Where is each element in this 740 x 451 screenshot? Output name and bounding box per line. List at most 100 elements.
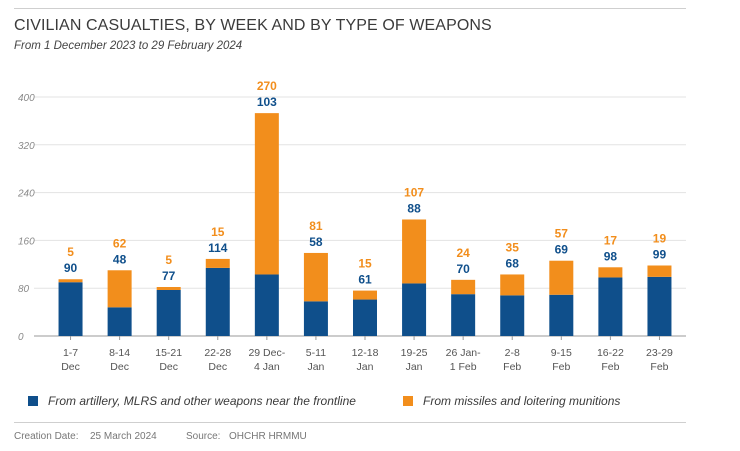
data-label-artillery: 69 bbox=[555, 243, 569, 257]
bar-artillery bbox=[254, 274, 279, 336]
legend-item-missiles: From missiles and loitering munitions bbox=[403, 394, 620, 408]
x-tick-label: 15-21 bbox=[155, 347, 182, 359]
creation-date-value: 25 March 2024 bbox=[90, 431, 157, 442]
data-label-missiles: 270 bbox=[257, 79, 277, 93]
bar-artillery bbox=[303, 301, 328, 336]
x-tick-label: 1-7 bbox=[63, 347, 78, 359]
x-tick-label: 2-8 bbox=[505, 347, 520, 359]
x-tick-label: Dec bbox=[110, 361, 129, 373]
data-label-artillery: 77 bbox=[162, 269, 176, 283]
x-tick-label: 16-22 bbox=[597, 347, 624, 359]
x-tick-label: 8-14 bbox=[109, 347, 130, 359]
x-tick-label: 5-11 bbox=[306, 347, 326, 359]
legend-item-artillery: From artillery, MLRS and other weapons n… bbox=[28, 394, 356, 408]
bar-artillery bbox=[402, 283, 427, 336]
x-tick-label: Dec bbox=[159, 361, 178, 373]
x-tick-label: Jan bbox=[307, 361, 324, 373]
data-label-artillery: 103 bbox=[257, 95, 277, 109]
bar-artillery bbox=[205, 267, 230, 336]
bar-missiles bbox=[205, 258, 230, 268]
bar-artillery bbox=[451, 294, 476, 336]
y-tick-label: 240 bbox=[17, 189, 35, 200]
bar-missiles bbox=[402, 219, 427, 284]
data-label-missiles: 5 bbox=[67, 245, 74, 259]
x-tick-label: 1 Feb bbox=[450, 361, 477, 373]
bar-missiles bbox=[156, 287, 181, 290]
bar-missiles bbox=[500, 274, 525, 296]
x-tick-label: Feb bbox=[552, 361, 570, 373]
data-label-missiles: 107 bbox=[404, 185, 424, 199]
data-label-missiles: 19 bbox=[653, 231, 667, 245]
bar-artillery bbox=[353, 299, 377, 336]
bar-missiles bbox=[254, 113, 279, 275]
x-tick-label: 26 Jan- bbox=[446, 347, 482, 359]
y-tick-label: 320 bbox=[18, 141, 35, 152]
x-tick-label: Feb bbox=[601, 361, 619, 373]
chart-title: CIVILIAN CASUALTIES, BY WEEK AND BY TYPE… bbox=[14, 17, 492, 34]
y-tick-label: 80 bbox=[18, 284, 30, 295]
source-value: OHCHR HRMMU bbox=[229, 431, 307, 442]
data-label-missiles: 81 bbox=[309, 219, 323, 233]
bar-artillery bbox=[598, 277, 623, 336]
data-label-missiles: 15 bbox=[211, 225, 225, 239]
source-label: Source: bbox=[186, 431, 221, 442]
x-tick-label: 12-18 bbox=[352, 347, 379, 359]
data-label-artillery: 90 bbox=[64, 261, 78, 275]
x-tick-label: Dec bbox=[61, 361, 80, 373]
data-label-missiles: 35 bbox=[506, 240, 520, 254]
bar-missiles bbox=[58, 279, 83, 283]
bar-artillery bbox=[549, 294, 574, 336]
x-tick-label: 23-29 bbox=[646, 347, 673, 359]
chart-subtitle: From 1 December 2023 to 29 February 2024 bbox=[14, 40, 243, 52]
data-label-missiles: 5 bbox=[165, 253, 172, 267]
x-tick-label: Jan bbox=[406, 361, 423, 373]
legend-swatch-missiles bbox=[403, 396, 413, 406]
bar-artillery bbox=[647, 276, 672, 336]
data-label-artillery: 99 bbox=[653, 247, 667, 261]
data-label-artillery: 58 bbox=[309, 235, 323, 249]
x-tick-label: Feb bbox=[650, 361, 668, 373]
data-label-missiles: 15 bbox=[358, 257, 372, 271]
legend-label-artillery: From artillery, MLRS and other weapons n… bbox=[48, 394, 356, 408]
data-label-artillery: 48 bbox=[113, 252, 127, 266]
bar-artillery bbox=[156, 289, 181, 336]
legend-swatch-artillery bbox=[28, 396, 38, 406]
bar-artillery bbox=[500, 295, 525, 336]
x-tick-label: Dec bbox=[208, 361, 227, 373]
data-label-missiles: 62 bbox=[113, 236, 127, 250]
y-tick-label: 400 bbox=[18, 93, 35, 104]
bar-missiles bbox=[549, 260, 574, 295]
x-tick-label: 29 Dec- bbox=[248, 347, 285, 359]
bar-missiles bbox=[353, 290, 377, 300]
bar-missiles bbox=[107, 270, 132, 308]
y-tick-label: 0 bbox=[18, 332, 24, 343]
bar-missiles bbox=[598, 267, 623, 278]
data-label-artillery: 88 bbox=[407, 201, 421, 215]
bar-artillery bbox=[58, 282, 83, 336]
data-label-missiles: 24 bbox=[456, 246, 470, 260]
stacked-bar-chart: 0 80 160 240 320 400 90 5 1-7 Dec 48 62 8-14 Dec 77 5 15… bbox=[17, 79, 686, 373]
bar-missiles bbox=[647, 265, 672, 277]
x-tick-label: Feb bbox=[503, 361, 521, 373]
x-tick-label: Jan bbox=[357, 361, 374, 373]
bar-artillery bbox=[107, 307, 132, 336]
x-tick-label: 22-28 bbox=[204, 347, 231, 359]
data-label-artillery: 68 bbox=[506, 256, 520, 270]
data-label-missiles: 17 bbox=[604, 233, 618, 247]
creation-date-label: Creation Date: bbox=[14, 431, 79, 442]
x-tick-label: 9-15 bbox=[551, 347, 572, 359]
x-tick-label: 4 Jan bbox=[254, 361, 280, 373]
data-label-artillery: 114 bbox=[208, 241, 228, 255]
bar-missiles bbox=[451, 279, 476, 295]
bar-missiles bbox=[303, 252, 328, 302]
bottom-rule bbox=[14, 422, 686, 423]
data-label-missiles: 57 bbox=[555, 227, 569, 241]
x-tick-label: 19-25 bbox=[401, 347, 428, 359]
legend-label-missiles: From missiles and loitering munitions bbox=[423, 394, 621, 408]
y-tick-label: 160 bbox=[18, 236, 35, 247]
data-label-artillery: 70 bbox=[456, 262, 470, 276]
top-rule bbox=[14, 8, 686, 9]
data-label-artillery: 61 bbox=[358, 273, 372, 287]
data-label-artillery: 98 bbox=[604, 249, 618, 263]
legend: From artillery, MLRS and other weapons n… bbox=[0, 394, 740, 412]
